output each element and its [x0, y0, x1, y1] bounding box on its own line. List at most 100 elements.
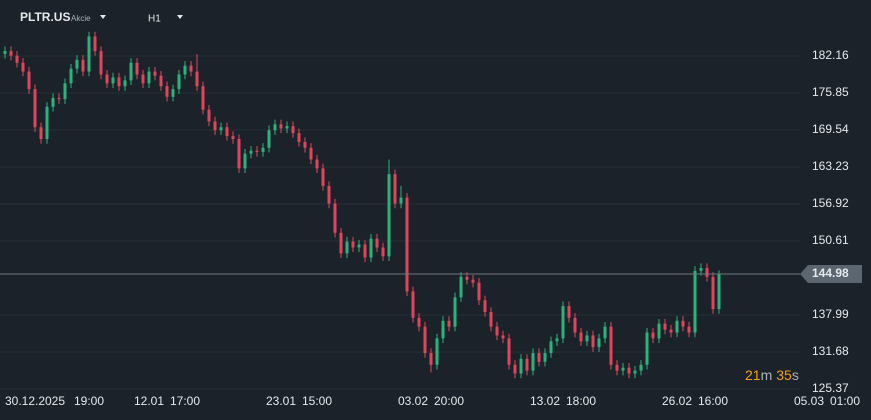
- candle-body: [315, 159, 319, 169]
- candle-body: [663, 323, 667, 330]
- candle-body: [477, 282, 481, 301]
- x-tick-label: 30.12.2025: [5, 394, 65, 408]
- countdown-seconds: 35: [776, 367, 792, 383]
- candle-body: [513, 364, 517, 374]
- candle-body: [573, 317, 577, 333]
- candle-body: [435, 338, 439, 365]
- candle-body: [681, 320, 685, 327]
- timeframe-dropdown[interactable]: [177, 15, 183, 19]
- candle-body: [123, 80, 127, 87]
- candle-body: [45, 106, 49, 140]
- y-tick-label: 175.85: [812, 85, 849, 99]
- candle-body: [639, 364, 643, 371]
- candle-body: [549, 341, 553, 354]
- symbol[interactable]: PLTR.US: [20, 10, 70, 24]
- candle-body: [339, 232, 343, 254]
- candle-body: [675, 320, 679, 333]
- candle-body: [405, 197, 409, 292]
- candle-body: [207, 109, 211, 122]
- candle-body: [99, 51, 103, 75]
- countdown-seconds-unit: s: [792, 367, 799, 383]
- x-tick-label: 17:00: [170, 394, 200, 408]
- candle-body: [561, 306, 565, 339]
- candle-body: [525, 358, 529, 371]
- candle-body: [201, 86, 205, 110]
- candle-body: [309, 147, 313, 160]
- candle-body: [51, 97, 55, 107]
- candle-body: [159, 75, 163, 87]
- candles: [0, 31, 800, 379]
- x-tick-label: 05.03: [794, 394, 824, 408]
- candle-body: [231, 136, 235, 140]
- candle-body: [471, 279, 475, 283]
- candle-body: [483, 300, 487, 312]
- candle-body: [669, 329, 673, 333]
- x-tick-label: 20:00: [434, 394, 464, 408]
- countdown-minutes: 21: [745, 367, 761, 383]
- candle-body: [285, 126, 289, 129]
- candle-body: [711, 276, 715, 310]
- x-tick-label: 23.01: [266, 394, 296, 408]
- candle-body: [393, 174, 397, 204]
- last-price-label: 144.98: [812, 266, 849, 280]
- grid: [0, 55, 800, 390]
- candle-body: [267, 130, 271, 148]
- candle-body: [369, 238, 373, 258]
- candle-body: [33, 89, 37, 128]
- last-price-tag: [800, 264, 862, 283]
- candle-body: [507, 338, 511, 365]
- candle-body: [225, 127, 229, 137]
- candle-body: [129, 62, 133, 81]
- candle-body: [717, 273, 721, 310]
- x-tick-label: 01:00: [830, 394, 860, 408]
- candle-body: [165, 86, 169, 97]
- asset-type: Akcie: [71, 14, 91, 23]
- candle-body: [189, 65, 193, 72]
- symbol-dropdown[interactable]: [100, 15, 106, 19]
- candle-body: [555, 338, 559, 342]
- candle-body: [357, 244, 361, 248]
- candle-body: [15, 55, 19, 63]
- candle-body: [657, 323, 661, 339]
- candle-body: [411, 291, 415, 318]
- x-tick-label: 16:00: [698, 394, 728, 408]
- candle-body: [219, 127, 223, 131]
- candle-body: [195, 71, 199, 87]
- candle-body: [597, 338, 601, 348]
- candle-body: [39, 127, 43, 140]
- candle-body: [429, 353, 433, 365]
- candle-body: [333, 203, 337, 233]
- x-tick-label: 12.01: [134, 394, 164, 408]
- candle-body: [21, 62, 25, 72]
- candle-body: [255, 150, 259, 152]
- candle-body: [279, 124, 283, 129]
- candle-body: [537, 353, 541, 362]
- candle-body: [57, 97, 61, 100]
- candle-body: [345, 241, 349, 254]
- candle-body: [303, 141, 307, 148]
- candle-body: [705, 268, 709, 277]
- candle-body: [387, 174, 391, 257]
- y-tick-label: 163.23: [812, 159, 849, 173]
- candle-body: [183, 65, 187, 75]
- candle-body: [171, 89, 175, 97]
- candle-body: [627, 367, 631, 374]
- candle-body: [69, 68, 73, 84]
- candle-body: [651, 332, 655, 339]
- y-tick-label: 169.54: [812, 122, 849, 136]
- x-tick-label: 15:00: [302, 394, 332, 408]
- y-tick-label: 156.92: [812, 196, 849, 210]
- candle-body: [465, 276, 469, 280]
- candle-body: [531, 353, 535, 371]
- candle-body: [81, 59, 85, 72]
- timeframe[interactable]: H1: [148, 14, 161, 25]
- candle-body: [489, 311, 493, 327]
- candle-body: [75, 59, 79, 69]
- y-tick-label: 150.61: [812, 233, 849, 247]
- candle-body: [609, 326, 613, 365]
- candle-body: [297, 133, 301, 142]
- candle-body: [645, 332, 649, 365]
- candle-body: [603, 326, 607, 339]
- candle-body: [321, 168, 325, 186]
